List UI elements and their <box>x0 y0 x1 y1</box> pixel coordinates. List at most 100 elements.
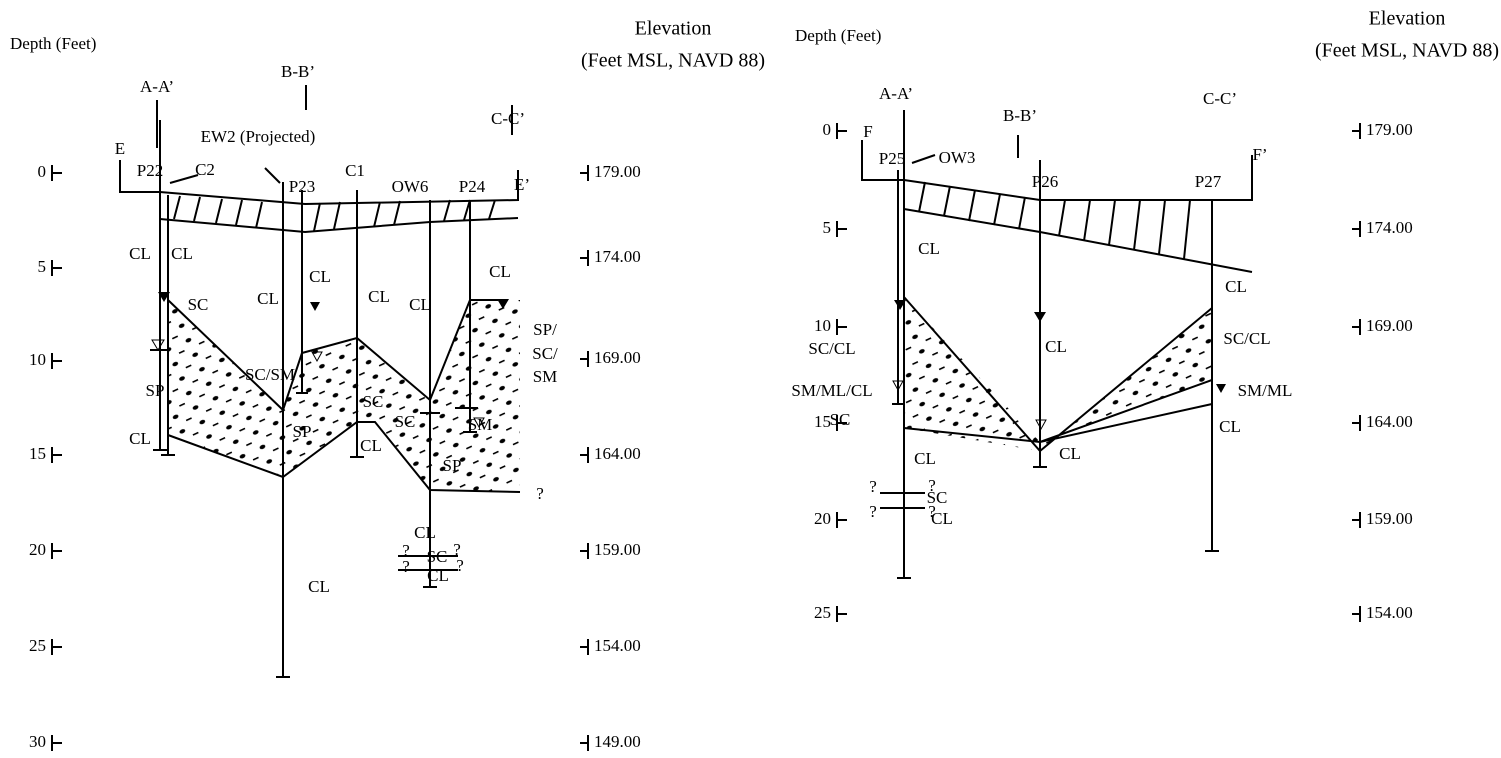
elevation-tick-label: 164.00 <box>1366 412 1413 431</box>
section-label: CL <box>308 577 330 596</box>
elevation-tick <box>1352 512 1360 528</box>
elevation-tick-label: 169.00 <box>594 348 641 367</box>
section-label: SP <box>293 422 312 441</box>
section-label: A-A’ <box>879 84 913 103</box>
section-label: OW6 <box>392 177 429 196</box>
depth-tick-label: 25 <box>29 636 46 655</box>
elevation-tick <box>580 351 588 367</box>
section-label: P27 <box>1195 172 1222 191</box>
section-label: CL <box>368 287 390 306</box>
section-label: SM <box>533 367 558 386</box>
section-label: C1 <box>345 161 365 180</box>
section-label: P23 <box>289 177 315 196</box>
elevation-tick <box>580 735 588 751</box>
section-label: CL <box>1059 444 1081 463</box>
section-label: CL <box>1045 337 1067 356</box>
section-label: ? <box>536 484 544 503</box>
section-label: CL <box>409 295 431 314</box>
section-label: CL <box>414 523 436 542</box>
elevation-tick <box>1352 123 1360 139</box>
section-label: SC <box>427 547 448 566</box>
depth-tick <box>837 606 847 622</box>
elevation-title: Elevation <box>635 18 712 40</box>
depth-tick-label: 25 <box>814 603 831 622</box>
elevation-tick <box>580 165 588 181</box>
section-label: ? <box>456 556 464 575</box>
elevation-tick <box>580 543 588 559</box>
depth-tick-label: 30 <box>29 732 46 751</box>
depth-tick <box>837 319 847 335</box>
depth-tick <box>837 123 847 139</box>
depth-tick-label: 15 <box>814 412 831 431</box>
elevation-tick-label: 174.00 <box>1366 218 1413 237</box>
depth-tick <box>837 221 847 237</box>
depth-tick-label: 5 <box>38 257 47 276</box>
depth-title: Depth (Feet) <box>10 34 96 53</box>
depth-title: Depth (Feet) <box>795 26 881 45</box>
elevation-tick <box>580 250 588 266</box>
depth-tick-label: 20 <box>29 540 46 559</box>
section-label: CL <box>931 509 953 528</box>
depth-tick <box>52 639 62 655</box>
elevation-tick-label: 169.00 <box>1366 316 1413 335</box>
depth-tick <box>52 543 62 559</box>
elevation-tick <box>1352 606 1360 622</box>
elevation-title: Elevation <box>1369 8 1446 30</box>
section-label: ? <box>869 502 877 521</box>
depth-tick-label: 10 <box>29 350 46 369</box>
section-label: F <box>863 122 872 141</box>
elevation-tick-label: 149.00 <box>594 732 641 751</box>
section-label: P26 <box>1032 172 1058 191</box>
elevation-tick-label: 154.00 <box>1366 603 1413 622</box>
section-label: SC <box>395 412 416 431</box>
elevation-tick-label: 159.00 <box>1366 509 1413 528</box>
elevation-title: (Feet MSL, NAVD 88) <box>581 50 765 72</box>
section-label: SM/ML/CL <box>791 381 872 400</box>
elevation-tick-label: 159.00 <box>594 540 641 559</box>
elevation-title: (Feet MSL, NAVD 88) <box>1315 40 1499 62</box>
section-label: CL <box>489 262 511 281</box>
depth-tick <box>52 447 62 463</box>
section-label: SC/CL <box>1223 329 1270 348</box>
section-label: CL <box>129 429 151 448</box>
section-label: SP <box>443 456 462 475</box>
section-label: C2 <box>195 160 215 179</box>
section-label: A-A’ <box>140 77 174 96</box>
section-label: SC <box>363 392 384 411</box>
depth-tick-label: 20 <box>814 509 831 528</box>
section-label: CL <box>171 244 193 263</box>
elevation-tick-label: 179.00 <box>1366 120 1413 139</box>
section-label: CL <box>1225 277 1247 296</box>
section-label: CL <box>309 267 331 286</box>
depth-tick-label: 0 <box>38 162 47 181</box>
section-label: CL <box>918 239 940 258</box>
section-label: F’ <box>1252 145 1267 164</box>
section-label: C-C’ <box>491 109 525 128</box>
section-label: SC <box>188 295 209 314</box>
section-label: SM/ML <box>1238 381 1293 400</box>
section-label: EW2 (Projected) <box>201 127 316 146</box>
elevation-tick <box>580 639 588 655</box>
section-label: C-C’ <box>1203 89 1237 108</box>
depth-tick <box>52 260 62 276</box>
section-label: SP/ <box>533 320 557 339</box>
section-label: CL <box>1219 417 1241 436</box>
elevation-tick <box>1352 319 1360 335</box>
section-label: ? <box>869 477 877 496</box>
section-label: ? <box>402 557 410 576</box>
depth-tick <box>52 353 62 369</box>
section-label: OW3 <box>939 148 976 167</box>
cross-sections: Depth (Feet) Elevation (Feet MSL, NAVD 88)… <box>0 0 1501 753</box>
section-label: CL <box>360 436 382 455</box>
elevation-tick-label: 179.00 <box>594 162 641 181</box>
section-label: CL <box>257 289 279 308</box>
section-label: E <box>115 139 125 158</box>
elevation-tick <box>580 447 588 463</box>
section-label: SC <box>830 410 851 429</box>
depth-tick-label: 0 <box>823 120 832 139</box>
section-label: CL <box>914 449 936 468</box>
depth-tick-label: 5 <box>823 218 832 237</box>
elevation-tick <box>1352 221 1360 237</box>
section-label: CL <box>129 244 151 263</box>
section-label: P25 <box>879 149 905 168</box>
